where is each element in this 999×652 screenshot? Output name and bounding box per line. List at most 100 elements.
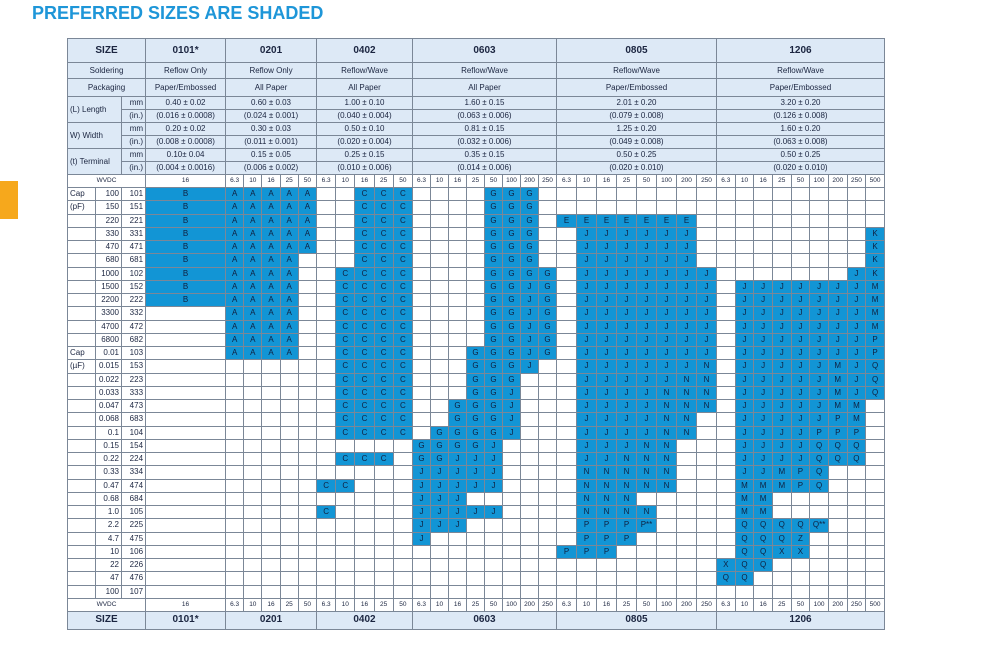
wvdc: 100 xyxy=(656,597,677,612)
empty-cell xyxy=(734,253,755,268)
empty-cell xyxy=(225,438,245,454)
empty-cell xyxy=(576,584,597,599)
empty-cell xyxy=(827,478,848,493)
empty-cell xyxy=(827,544,848,560)
empty-cell xyxy=(696,544,717,560)
size-name: 1206 xyxy=(716,38,885,63)
case-code: C xyxy=(335,451,356,467)
case-code: J xyxy=(676,332,697,348)
empty-cell xyxy=(261,478,281,493)
empty-cell xyxy=(520,571,539,586)
case-code: G xyxy=(466,425,485,440)
empty-cell xyxy=(484,544,503,560)
case-code: A xyxy=(261,345,281,361)
empty-cell xyxy=(243,478,263,493)
unit: (in.) xyxy=(120,109,147,123)
table-row: Cap 100 101 B A A A A A C C C G G G xyxy=(67,186,885,202)
empty-cell xyxy=(145,544,227,560)
wvdc: 10 xyxy=(430,174,449,188)
case-code: B xyxy=(145,279,227,295)
case-code: J xyxy=(576,239,597,255)
case-code: J xyxy=(596,438,617,454)
case-code: N xyxy=(696,359,717,374)
empty-cell xyxy=(316,584,337,599)
empty-cell xyxy=(412,200,431,215)
length-mm: 3.20 ± 0.20 xyxy=(716,96,885,110)
empty-cell xyxy=(297,491,318,507)
case-code: A xyxy=(243,226,263,242)
empty-cell xyxy=(316,266,337,281)
case-code: J xyxy=(636,306,657,321)
empty-cell xyxy=(696,239,717,255)
case-code: J xyxy=(827,292,848,308)
empty-cell xyxy=(520,531,539,546)
case-code: J xyxy=(596,412,617,427)
cap-value: 0.22 xyxy=(95,451,122,467)
wvdc: 50 xyxy=(297,597,318,612)
case-code: C xyxy=(354,279,375,295)
empty-cell xyxy=(865,425,885,440)
empty-cell xyxy=(225,359,245,374)
case-code: J xyxy=(656,279,677,295)
unit-label xyxy=(67,266,96,281)
empty-cell xyxy=(261,425,281,440)
empty-cell xyxy=(448,200,467,215)
row-label: W) Width xyxy=(67,122,122,149)
case-code: C xyxy=(373,266,394,281)
empty-cell xyxy=(316,226,337,242)
case-code: A xyxy=(297,186,318,202)
wvdc: 10 xyxy=(576,174,597,188)
case-code: J xyxy=(656,266,677,281)
case-code: J xyxy=(696,306,717,321)
size-name: 0402 xyxy=(316,610,413,630)
width-mm: 1.25 ± 0.20 xyxy=(556,122,717,136)
empty-cell xyxy=(676,478,697,493)
case-code: M xyxy=(865,319,885,334)
cap-value: 330 xyxy=(95,226,122,242)
cap-code: 225 xyxy=(120,518,147,533)
case-code: J xyxy=(734,465,755,480)
empty-cell xyxy=(316,412,337,427)
case-code: K xyxy=(865,266,885,281)
size-table: SIZE 0101* 0201 0402 0603 0805 1206 Soldering Re… xyxy=(66,38,885,630)
case-code: C xyxy=(335,385,356,401)
empty-cell xyxy=(716,279,736,295)
empty-cell xyxy=(466,266,485,281)
empty-cell xyxy=(809,544,829,560)
case-code: C xyxy=(354,239,375,255)
case-code: A xyxy=(261,292,281,308)
terminal-mm: 0.10± 0.04 xyxy=(145,148,227,162)
empty-cell xyxy=(576,200,597,215)
case-code: J xyxy=(412,478,431,493)
empty-cell xyxy=(243,544,263,560)
case-code: J xyxy=(596,253,617,268)
table-row: SIZE 0101* 0201 0402 0603 0805 1206 xyxy=(66,38,885,63)
empty-cell xyxy=(243,438,263,454)
wvdc: 25 xyxy=(279,174,299,188)
case-code: G xyxy=(520,186,539,202)
empty-cell xyxy=(412,398,431,414)
case-code: A xyxy=(297,213,318,228)
cap-value: 6800 xyxy=(95,332,122,348)
empty-cell xyxy=(373,584,394,599)
case-code: J xyxy=(576,253,597,268)
case-code: J xyxy=(520,292,539,308)
case-code: J xyxy=(596,306,617,321)
case-code: A xyxy=(243,200,263,215)
case-code: J xyxy=(846,345,867,361)
case-code: M xyxy=(771,465,792,480)
unit-label xyxy=(67,451,96,467)
wvdc: 50 xyxy=(790,597,811,612)
case-code: G xyxy=(502,345,521,361)
case-code: A xyxy=(261,319,281,334)
case-code: P xyxy=(827,412,848,427)
empty-cell xyxy=(225,584,245,599)
case-code: J xyxy=(753,438,773,454)
empty-cell xyxy=(556,319,577,334)
case-code: J xyxy=(448,491,467,507)
empty-cell xyxy=(225,398,245,414)
wvdc: 25 xyxy=(373,597,394,612)
empty-cell xyxy=(771,200,792,215)
wvdc: 100 xyxy=(656,174,677,188)
case-code: J xyxy=(466,465,485,480)
